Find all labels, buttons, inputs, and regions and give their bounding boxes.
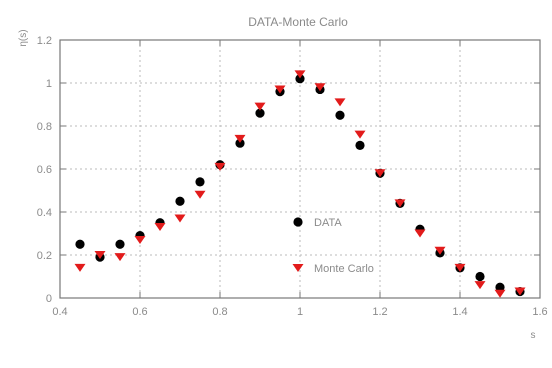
data-point-triangle: [374, 169, 386, 178]
x-tick-label: 1.2: [372, 306, 387, 318]
data-point-circle: [295, 74, 305, 84]
data-point-triangle: [334, 98, 346, 107]
data-point-triangle: [474, 281, 486, 290]
data-point-circle: [195, 177, 205, 187]
data-point-triangle: [414, 229, 426, 238]
data-point-triangle: [74, 263, 86, 272]
y-tick-label: 0.4: [37, 207, 52, 219]
legend-marker-data: [293, 217, 303, 227]
data-point-circle: [355, 140, 365, 150]
x-tick-label: 1.6: [532, 306, 547, 318]
y-tick-label: 1: [46, 78, 52, 90]
legend: DATA Monte Carlo: [292, 217, 374, 275]
data-point-triangle: [134, 235, 146, 244]
data-point-circle: [495, 282, 505, 292]
data-point-triangle: [254, 102, 266, 111]
data-point-triangle: [514, 287, 526, 296]
y-tick-label: 0.8: [37, 121, 52, 133]
chart-title: DATA-Monte Carlo: [248, 15, 348, 29]
y-tick-label: 0.2: [37, 250, 52, 262]
x-tick-label: 0.6: [132, 306, 147, 318]
data-point-circle: [75, 239, 85, 249]
x-tick-label: 1: [297, 306, 303, 318]
data-point-triangle: [434, 246, 446, 255]
x-tick-label: 0.4: [52, 306, 67, 318]
y-tick-label: 0.6: [37, 164, 52, 176]
x-tick-label: 1.4: [452, 306, 467, 318]
x-tick-label: 0.8: [212, 306, 227, 318]
data-point-triangle: [114, 253, 126, 262]
data-point-triangle: [174, 214, 186, 223]
y-axis-label: η(s): [18, 29, 29, 46]
data-point-triangle: [274, 85, 286, 94]
data-point-circle: [255, 108, 265, 118]
data-point-triangle: [294, 70, 306, 79]
tick-layer: 0.4 0.6 0.8 1 1.2 1.4 1.6 0 0.2 0.4 0.6 0.8 1 1.2: [37, 35, 548, 318]
data-point-triangle: [154, 223, 166, 232]
data-point-circle: [335, 110, 345, 120]
data-point-circle: [475, 271, 485, 282]
data-point-triangle: [194, 190, 206, 199]
data-point-triangle: [494, 289, 506, 298]
data-point-triangle: [394, 199, 406, 208]
data-point-triangle: [354, 130, 366, 139]
legend-marker-monte-carlo: [292, 264, 304, 272]
data-point-triangle: [314, 83, 326, 92]
legend-label-data: DATA: [314, 217, 342, 229]
data-point-triangle: [94, 251, 106, 259]
data-point-triangle: [234, 134, 246, 143]
x-axis-label: s: [531, 330, 536, 341]
data-point-circle: [175, 196, 185, 206]
y-tick-label: 1.2: [37, 35, 52, 47]
y-tick-label: 0: [46, 293, 52, 305]
data-layer: [74, 70, 526, 298]
data-point-circle: [115, 239, 125, 249]
data-point-triangle: [454, 263, 466, 272]
data-point-triangle: [214, 162, 226, 171]
data-point-circle: [235, 138, 245, 148]
legend-label-monte-carlo: Monte Carlo: [314, 263, 374, 275]
